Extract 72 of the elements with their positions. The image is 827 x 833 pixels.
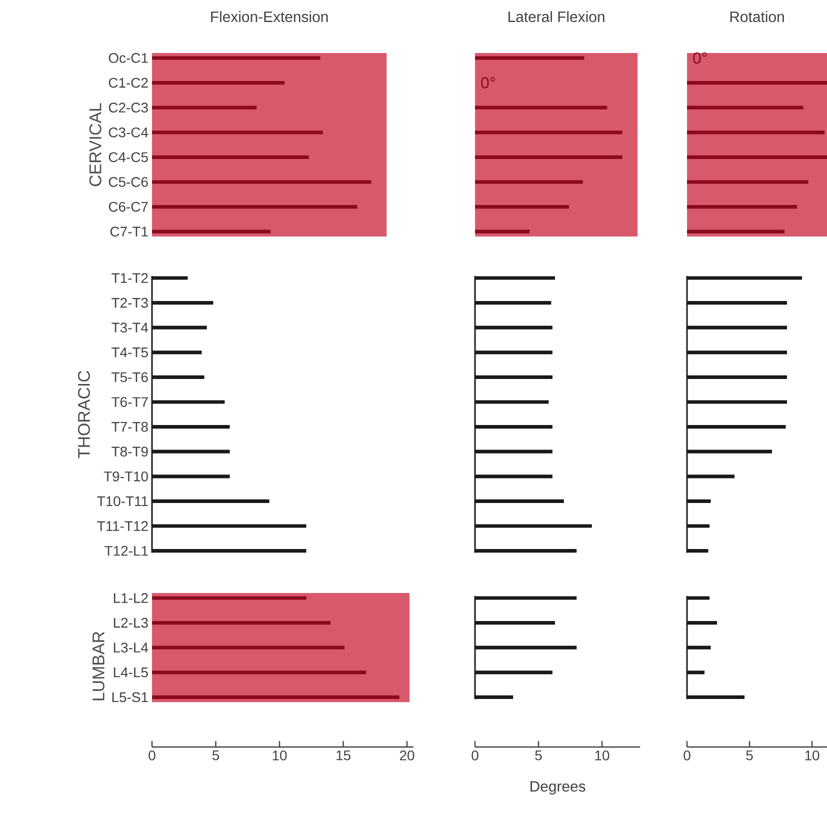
bar [687,130,825,134]
chart-title: Rotation [730,11,784,22]
y-tick-label: T6-T7 [112,397,148,407]
y-tick-label: C3-C4 [108,127,148,138]
x-tick-label: 15 [336,750,350,760]
bar [152,646,345,650]
bar [152,695,400,700]
y-tick-label: L3-L4 [114,642,148,653]
x-tick-label: 20 [400,750,414,760]
bar [152,670,366,674]
y-tick-label: L5-S1 [112,692,148,702]
y-tick-label: C2-C3 [108,102,148,113]
bar [152,180,372,184]
bar [475,130,622,134]
y-tick-label: T8-T9 [112,446,148,457]
bar [687,204,798,209]
y-tick-label: T11-T12 [97,521,148,531]
annotation: 0° [693,52,707,64]
y-tick-label: C5-C6 [108,177,148,187]
chart-title: Flexion-Extension [211,11,328,22]
x-tick-label: 0 [684,750,690,760]
bar [687,106,804,110]
y-tick-label: C1-C2 [108,78,148,88]
bar [475,106,608,110]
y-axis-title: CERVICAL [89,103,102,186]
bar [475,155,622,159]
y-tick-label: T9-T10 [104,471,148,482]
y-tick-label: T2-T3 [112,298,148,308]
bar [475,180,583,184]
y-tick-label: L4-L5 [114,668,148,678]
bar [152,155,309,159]
y-tick-label: C4-C5 [108,152,148,162]
bar [152,621,331,625]
y-tick-label: T7-T8 [112,422,148,432]
y-tick-label: L1-L2 [114,593,148,603]
bar [475,230,530,234]
bar [687,80,827,85]
x-tick-label: 5 [746,750,753,760]
y-tick-label: C6-C7 [108,202,148,212]
bar [687,155,827,159]
bar [475,204,569,209]
bar [475,56,584,60]
x-tick-label: 0 [472,750,478,760]
x-tick-label: 0 [148,750,156,760]
y-tick-label: Oc-C1 [108,53,148,63]
bar [152,204,358,209]
x-tick-label: 5 [212,750,220,760]
bar [687,180,808,184]
annotation: 0° [481,77,495,88]
x-tick-label: 10 [805,750,820,760]
x-tick-label: 5 [535,750,542,760]
bar [152,56,320,60]
bar [687,230,785,234]
y-tick-label: T10-T11 [97,496,148,506]
y-axis-title: THORACIC [78,370,90,458]
x-axis-title: Degrees [530,781,586,795]
bar [152,130,323,134]
chart-title: Lateral Flexion [508,11,604,22]
bar [152,596,306,600]
y-tick-label: T1-T2 [112,273,148,283]
y-tick-label: T12-L1 [104,546,148,556]
y-tick-label: T3-T4 [112,322,148,333]
bar [152,106,257,110]
x-tick-label: 10 [272,750,287,760]
bar [152,230,271,234]
x-tick-label: 10 [595,750,610,760]
y-tick-label: L2-L3 [114,618,148,628]
y-axis-title: LUMBAR [92,632,104,700]
y-tick-label: C7-T1 [110,226,148,237]
bar [152,80,285,85]
y-tick-label: T4-T5 [112,348,148,358]
y-tick-label: T5-T6 [112,372,148,382]
